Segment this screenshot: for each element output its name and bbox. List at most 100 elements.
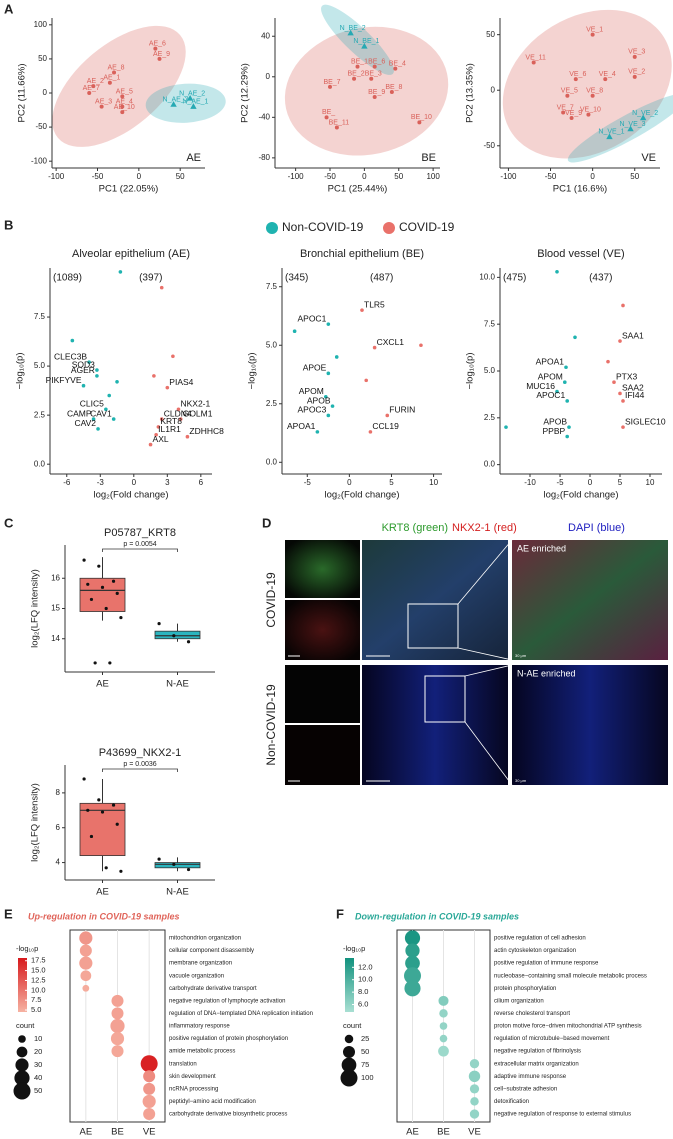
point	[157, 56, 162, 61]
inset-label: N-AE enriched	[517, 668, 576, 678]
point	[569, 116, 574, 120]
y-tick-label: 50	[486, 30, 495, 39]
point	[81, 383, 86, 388]
zoom-box	[424, 675, 466, 723]
point-label: PIKFYVE	[46, 375, 82, 385]
point-label: IL1R1	[158, 424, 181, 434]
point-label: N_AE_1	[182, 98, 208, 105]
size-legend-marker	[18, 1035, 26, 1043]
x-tick-label: -100	[48, 172, 65, 181]
point	[315, 430, 320, 434]
y-tick-label: 2.5	[266, 399, 278, 408]
term-label: regulation of DNA−templated DNA replicat…	[169, 1011, 313, 1017]
confidence-ellipse	[145, 83, 226, 123]
point-label: VE_3	[628, 49, 645, 56]
x-tick-label: AE	[406, 1127, 419, 1138]
x-tick-label: 50	[630, 172, 639, 181]
point	[563, 380, 567, 385]
x-tick-label: VE	[143, 1127, 156, 1138]
point	[91, 84, 96, 89]
point	[330, 404, 335, 408]
term-label: extracellular matrix organization	[494, 1061, 579, 1067]
colorbar	[345, 958, 354, 1012]
point	[95, 368, 99, 372]
point	[369, 76, 374, 81]
point-label: VE_7	[557, 104, 574, 111]
point	[165, 385, 170, 390]
point	[573, 77, 578, 82]
point	[360, 308, 364, 312]
colorbar-title: -log₁₀p	[16, 944, 38, 953]
stain-label: DAPI (blue)	[568, 522, 625, 534]
colorbar-tick-label: 8.0	[358, 987, 368, 996]
size-legend-marker	[14, 1070, 30, 1086]
panel-label: F	[336, 906, 344, 921]
chart-title: Bronchial epithelium (BE)	[300, 248, 424, 260]
point	[606, 359, 610, 364]
point	[372, 95, 377, 100]
dot	[110, 1031, 125, 1046]
point-label: AE_8	[107, 64, 124, 71]
x-tick-label: -3	[97, 478, 105, 487]
point	[112, 70, 117, 75]
dot	[111, 1045, 124, 1058]
y-axis-label: −log₁₀(p)	[465, 353, 476, 390]
term-label: ncRNA processing	[169, 1086, 218, 1092]
y-tick-label: 0	[491, 85, 496, 94]
dot	[143, 1082, 156, 1095]
dot	[143, 1070, 156, 1083]
point-label: CAMP	[67, 408, 92, 418]
colorbar-tick-label: 6.0	[358, 1000, 368, 1009]
point	[100, 585, 105, 589]
point	[119, 615, 123, 620]
x-tick-label: -10	[524, 478, 536, 487]
point	[389, 89, 394, 94]
term-label: mitochondrion organization	[169, 936, 241, 942]
point	[364, 378, 369, 383]
point	[323, 394, 328, 399]
y-tick-label: 0	[266, 72, 271, 81]
x-tick-label: 0	[347, 478, 352, 487]
point	[100, 810, 105, 814]
point-label: AE_3	[95, 98, 112, 105]
point	[393, 66, 398, 71]
confidence-ellipse	[284, 26, 449, 156]
panel-label: B	[4, 217, 13, 232]
point	[154, 432, 158, 437]
term-label: inflammatory response	[169, 1024, 230, 1030]
point	[104, 866, 108, 870]
panel-label: A	[4, 1, 14, 16]
term-label: negative regulation of lymphocyte activa…	[169, 998, 285, 1004]
point-label: N_BE_1	[353, 38, 379, 45]
x-tick-label: AE	[96, 679, 109, 690]
panel-tag: BE	[421, 152, 436, 164]
y-axis-label: −log₁₀(p)	[247, 353, 258, 390]
point-label: VE_8	[586, 88, 603, 95]
term-label: negative regulation of response to exter…	[494, 1112, 631, 1118]
point-label: BE_9	[368, 89, 385, 96]
point	[627, 125, 634, 132]
stain-label: NKX2-1 (red)	[452, 522, 517, 534]
point	[292, 329, 297, 334]
term-label: translation	[169, 1061, 197, 1067]
point-label: BE_1	[351, 58, 368, 65]
point-label: N_VE_1	[598, 129, 624, 136]
point-label: CLIC5	[80, 399, 104, 409]
point	[99, 104, 104, 109]
point	[97, 564, 101, 568]
size-legend-title: count	[16, 1021, 35, 1030]
significance-bracket	[102, 548, 178, 552]
size-legend-label: 40	[34, 1073, 42, 1082]
zoom-line	[464, 664, 513, 677]
y-axis-label: PC2 (11.66%)	[17, 64, 28, 123]
x-tick-label: AE	[79, 1127, 92, 1138]
image	[285, 600, 360, 660]
dot	[469, 1084, 480, 1094]
dot	[111, 994, 124, 1007]
point	[334, 355, 339, 359]
image	[362, 665, 508, 785]
scale-label: 30 μm	[515, 778, 527, 783]
point-label: VE_9	[565, 110, 582, 117]
point	[82, 558, 86, 562]
